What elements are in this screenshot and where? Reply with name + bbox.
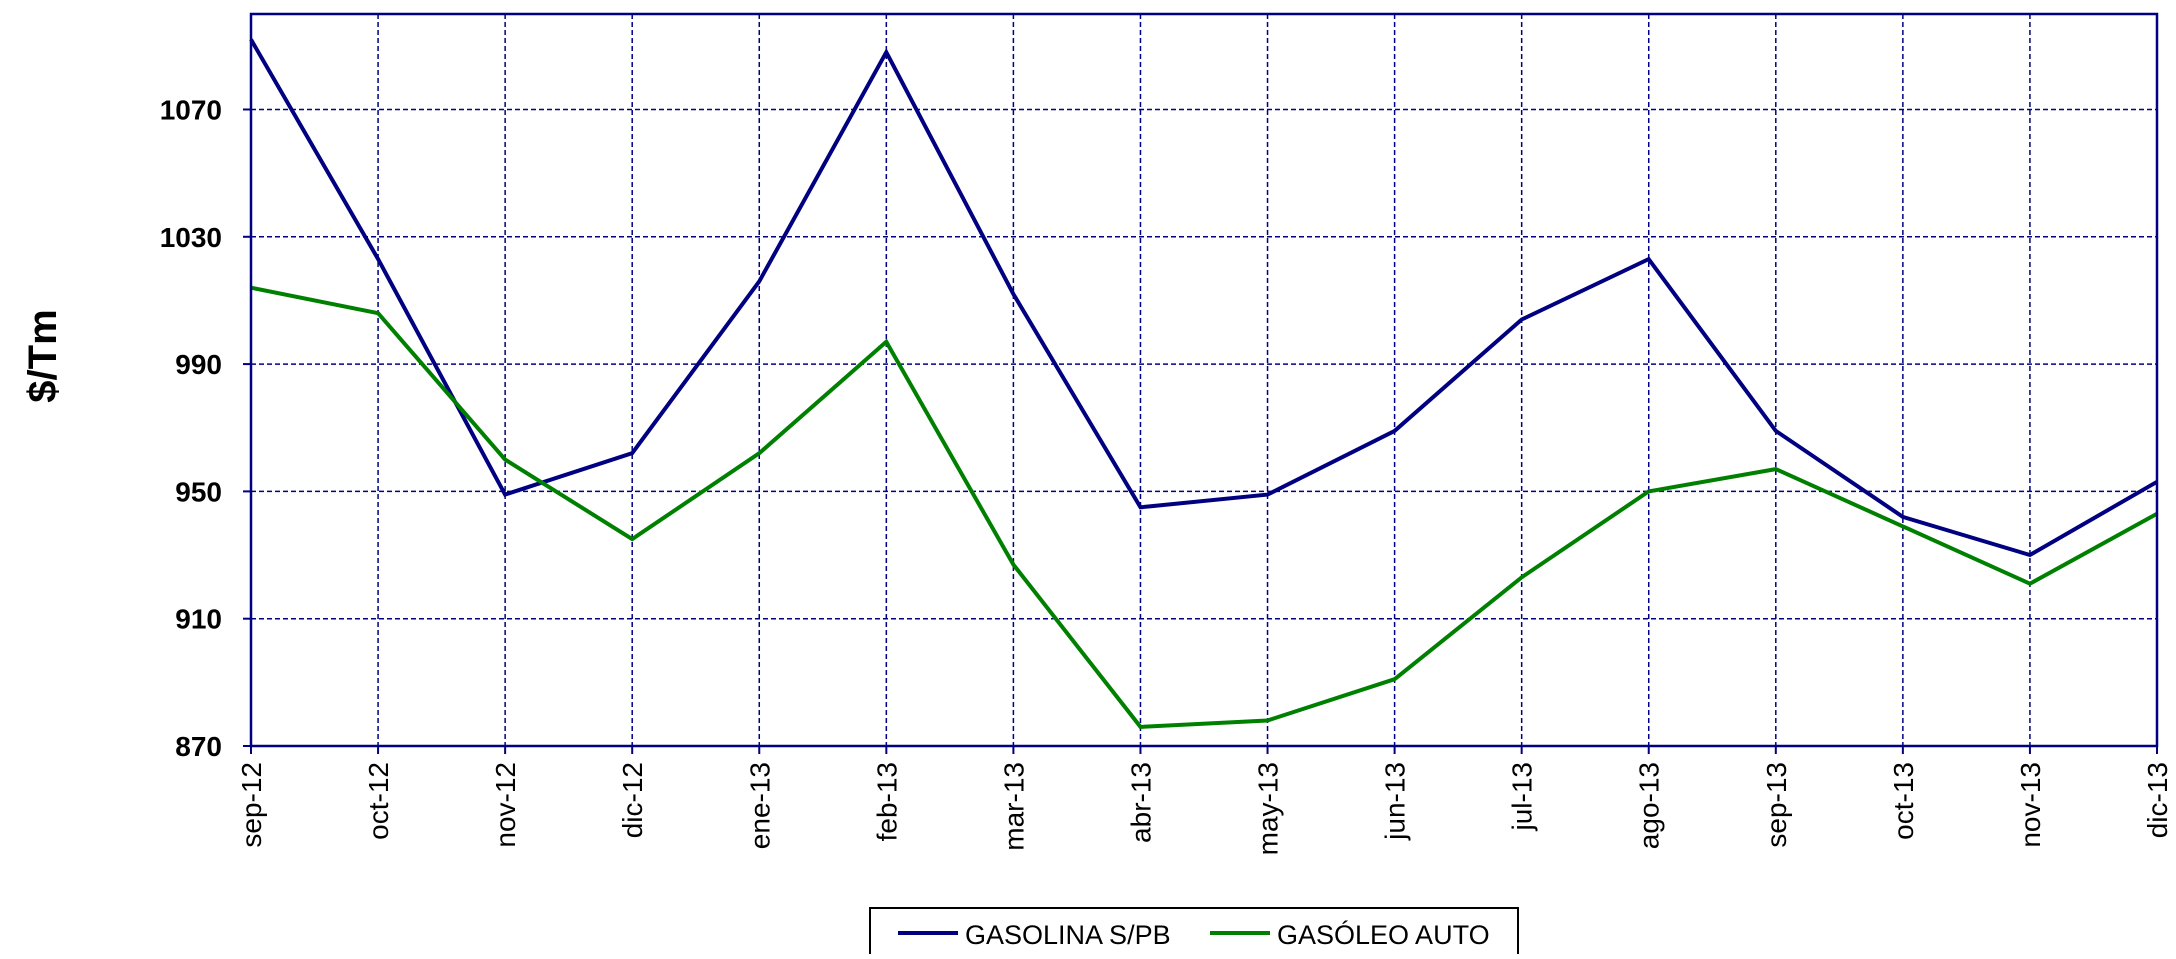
x-tick-label: oct-12 [363,762,394,840]
legend: GASOLINA S/PB GASÓLEO AUTO [869,907,1519,959]
x-tick-label: oct-13 [1888,762,1919,840]
x-tick-label: nov-13 [2015,762,2046,848]
x-tick-label: mar-13 [998,762,1029,851]
legend-label: GASOLINA S/PB [965,920,1171,950]
y-axis-ticks: 870 910 950 990 1030 1070 [160,94,251,762]
x-tick-label: sep-12 [236,762,267,848]
grid [251,14,2157,746]
x-tick-label: dic-12 [617,762,648,838]
y-tick-label: 950 [175,476,222,507]
x-tick-label: feb-13 [871,762,902,841]
y-tick-label: 1070 [160,94,222,125]
x-axis-ticks: sep-12 oct-12 nov-12 dic-12 ene-13 feb-13 mar-… [236,746,2173,855]
series-line-1 [249,38,2158,558]
x-tick-label: dic-13 [2142,762,2173,838]
x-tick-label: jul-13 [1507,762,1538,831]
legend-box [869,907,1519,959]
y-tick-label: 870 [175,731,222,762]
legend-label: GASÓLEO AUTO [1277,919,1490,950]
x-tick-label: ago-13 [1634,762,1665,849]
y-axis-label: $/Tm [21,309,65,402]
x-tick-label: ene-13 [744,762,775,849]
y-tick-label: 1030 [160,222,222,253]
x-tick-label: jun-13 [1380,762,1411,841]
series-lines [249,38,2158,729]
plot-frame [249,12,2159,748]
y-tick-label: 910 [175,604,222,635]
x-tick-label: may-13 [1253,762,1284,855]
y-tick-label: 990 [175,349,222,380]
x-tick-label: nov-12 [490,762,521,848]
x-tick-label: sep-13 [1761,762,1792,848]
series-line-2 [250,285,2158,729]
x-tick-label: abr-13 [1125,762,1156,843]
